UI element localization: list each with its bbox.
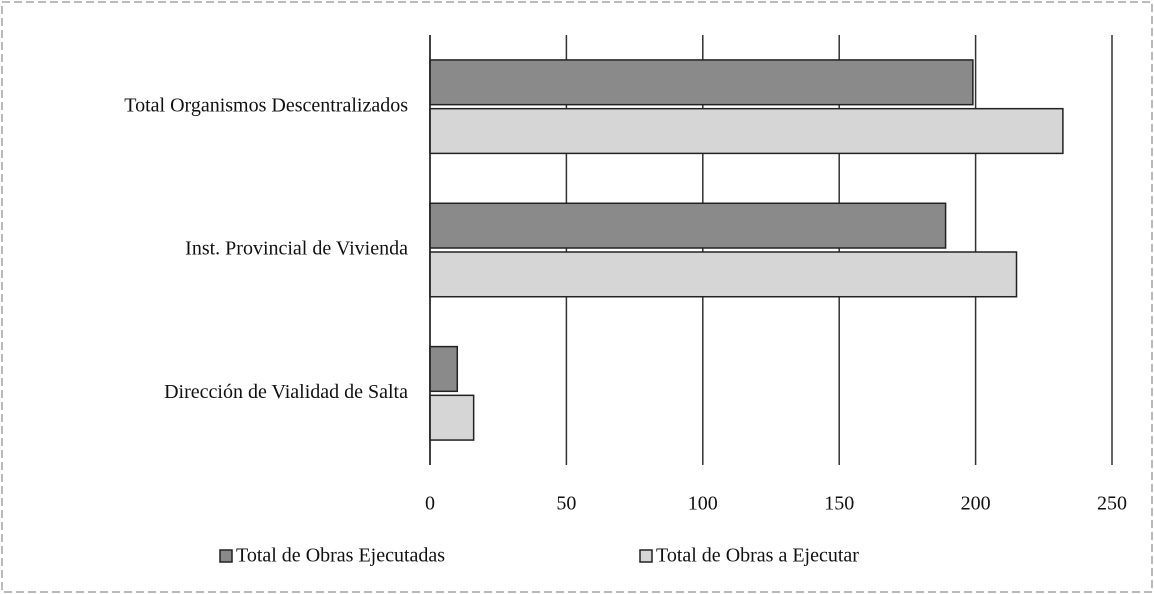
- y-tick-label: Total Organismos Descentralizados: [124, 94, 408, 116]
- bar: [429, 394, 475, 441]
- legend-label: Total de Obras a Ejecutar: [656, 545, 859, 567]
- bar: [429, 251, 1018, 298]
- legend-swatch: [639, 549, 653, 563]
- bar: [429, 107, 1064, 155]
- x-tick-label: 250: [1097, 493, 1127, 515]
- legend-label: Total de Obras Ejecutadas: [236, 545, 445, 567]
- y-tick-label: Dirección de Vialidad de Salta: [164, 381, 408, 403]
- x-tick-label: 200: [961, 493, 991, 515]
- bar: [429, 345, 459, 393]
- legend-swatch: [219, 549, 233, 563]
- x-tick-label: 0: [425, 493, 435, 515]
- bar: [429, 202, 947, 249]
- y-tick-label: Inst. Provincial de Vivienda: [185, 238, 408, 260]
- x-tick-label: 100: [688, 493, 718, 515]
- x-tick-label: 150: [824, 493, 854, 515]
- bar: [429, 59, 974, 106]
- x-tick-label: 50: [556, 493, 576, 515]
